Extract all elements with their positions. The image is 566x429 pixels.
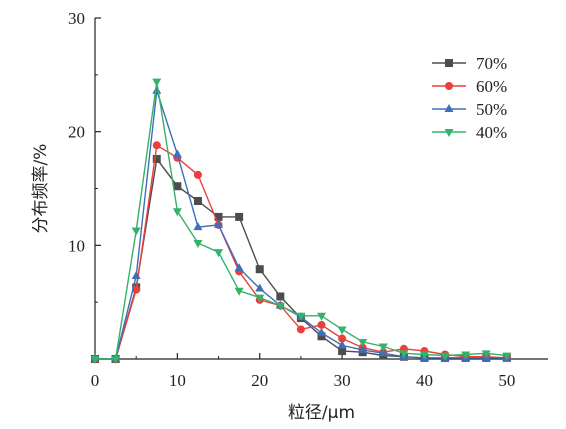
- data-point: [440, 352, 450, 361]
- data-point: [337, 326, 347, 335]
- x-tick-label: 30: [334, 371, 351, 390]
- legend-marker: [445, 82, 453, 90]
- y-tick-label: 10: [68, 236, 85, 255]
- data-point: [337, 340, 347, 349]
- data-point: [193, 197, 202, 206]
- data-point: [131, 271, 141, 280]
- data-point: [234, 287, 244, 296]
- legend-label: 50%: [476, 100, 507, 119]
- legend-marker: [445, 59, 453, 67]
- series-layer: [90, 78, 512, 364]
- data-point: [317, 327, 326, 336]
- data-point: [255, 283, 265, 292]
- data-point: [296, 325, 305, 334]
- y-axis-title: 分布频率/%: [31, 144, 51, 234]
- x-tick-label: 10: [169, 371, 186, 390]
- legend: 70% 60% 50% 40%: [432, 54, 507, 142]
- legend-item: 50%: [432, 100, 507, 119]
- data-point: [255, 294, 265, 303]
- legend-label: 60%: [476, 77, 507, 96]
- data-point: [193, 222, 203, 231]
- data-point: [338, 347, 347, 356]
- data-point: [481, 350, 491, 359]
- data-point: [131, 227, 141, 236]
- data-point: [276, 292, 285, 301]
- data-point: [90, 356, 100, 364]
- data-point: [317, 332, 326, 341]
- data-point: [338, 334, 347, 343]
- x-tick-label: 0: [91, 371, 100, 390]
- data-point: [399, 350, 409, 359]
- data-point: [502, 352, 512, 361]
- legend-item: 70%: [432, 54, 507, 73]
- legend-item: 40%: [432, 123, 507, 142]
- y-tick-label: 30: [68, 9, 85, 28]
- data-point: [378, 343, 388, 352]
- data-point: [193, 240, 203, 249]
- data-point: [132, 285, 141, 294]
- data-point: [358, 344, 368, 353]
- data-point: [173, 182, 182, 191]
- data-point: [255, 265, 264, 274]
- y-tick-label: 20: [68, 123, 85, 142]
- data-point: [152, 78, 162, 87]
- data-point: [358, 338, 368, 347]
- data-point: [275, 302, 285, 311]
- data-point: [234, 263, 244, 272]
- data-point: [111, 356, 121, 364]
- x-axis-title: 粒径/μm: [288, 403, 355, 423]
- data-point: [419, 351, 429, 360]
- legend-label: 40%: [476, 123, 507, 142]
- data-point: [214, 249, 224, 258]
- series-3: [90, 78, 512, 364]
- legend-item: 60%: [432, 77, 507, 96]
- data-point: [214, 212, 223, 221]
- data-point: [317, 312, 326, 321]
- data-point: [378, 348, 388, 357]
- data-point: [172, 208, 182, 217]
- data-point: [296, 312, 306, 321]
- data-point: [152, 154, 161, 163]
- legend-marker: [444, 104, 454, 112]
- x-tick-label: 50: [498, 371, 515, 390]
- data-point: [317, 320, 326, 329]
- ticks: 0 10 20 30 40 50 10 20 30: [68, 9, 515, 390]
- legend-label: 70%: [476, 54, 507, 73]
- data-point: [461, 351, 471, 360]
- data-point: [214, 219, 224, 228]
- data-point: [172, 149, 182, 158]
- x-tick-label: 40: [416, 371, 433, 390]
- data-point: [152, 141, 161, 150]
- legend-marker: [444, 129, 454, 137]
- x-tick-label: 20: [251, 371, 268, 390]
- data-point: [235, 212, 244, 221]
- data-point: [193, 170, 202, 179]
